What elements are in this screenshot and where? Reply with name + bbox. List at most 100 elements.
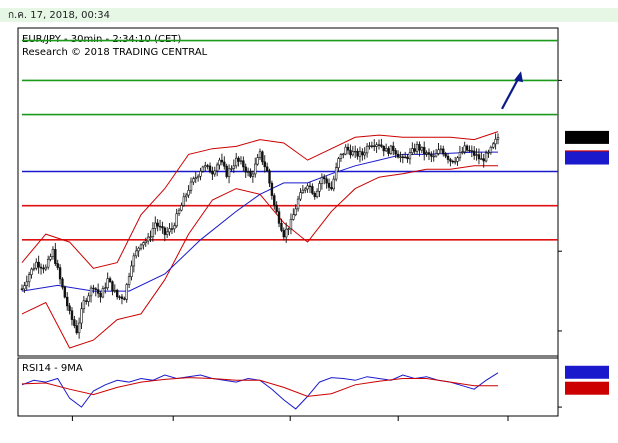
rsi-lines [21, 365, 609, 410]
candle-31 [94, 287, 97, 297]
candle-body-131 [332, 178, 335, 190]
candle-body-99 [256, 157, 259, 165]
candle-178 [444, 151, 447, 159]
candle-body-92 [239, 160, 243, 162]
rsi-title: RSI14 - 9MA [22, 363, 83, 374]
candle-body-77 [204, 165, 207, 168]
candle-130 [330, 181, 333, 191]
candle-30 [92, 284, 95, 294]
candle-180 [449, 157, 452, 167]
candle-181 [451, 159, 454, 164]
candle-133 [337, 156, 340, 172]
candle-96 [249, 168, 252, 179]
candle-62 [168, 223, 171, 236]
candle-body-167 [418, 144, 421, 151]
candle-29 [89, 285, 93, 303]
candle-body-109 [280, 223, 283, 231]
candle-152 [382, 145, 385, 157]
candle-body-128 [325, 178, 328, 184]
candle-body-170 [425, 152, 428, 154]
price-tag-bg-2 [565, 151, 609, 165]
candle-19 [66, 292, 69, 311]
candle-body-117 [299, 192, 302, 200]
candle-body-185 [461, 151, 464, 153]
candle-124 [315, 188, 319, 199]
candle-17 [61, 277, 64, 290]
candle-126 [320, 173, 324, 190]
candle-120 [306, 183, 309, 193]
candle-55 [151, 222, 155, 242]
candle-169 [423, 141, 426, 161]
rsi-tag-bg-0 [565, 365, 609, 379]
candle-1 [23, 281, 26, 293]
candle-body-166 [415, 144, 419, 152]
candle-body-159 [399, 156, 402, 158]
candle-72 [192, 176, 195, 186]
candle-129 [327, 178, 331, 192]
candle-body-78 [206, 165, 209, 167]
candle-117 [299, 188, 302, 202]
candle-body-75 [199, 171, 202, 177]
candle-179 [446, 153, 450, 164]
candle-body-61 [165, 231, 169, 235]
candle-body-110 [282, 230, 285, 238]
candle-body-51 [142, 242, 145, 246]
candle-body-180 [449, 159, 452, 162]
candle-body-45 [127, 276, 131, 285]
candle-body-87 [227, 168, 231, 177]
candle-125 [318, 180, 321, 198]
header-bar [0, 8, 618, 22]
candle-27 [85, 297, 88, 305]
candle-body-133 [337, 158, 340, 168]
candle-body-33 [99, 292, 102, 298]
candle-body-9 [42, 267, 45, 270]
candle-141 [356, 148, 359, 160]
projection-arrow-head [514, 71, 523, 83]
candle-104 [268, 168, 271, 188]
candle-97 [251, 170, 255, 183]
candle-body-108 [277, 211, 281, 224]
candle-163 [408, 148, 412, 165]
candle-body-71 [189, 181, 193, 191]
candle-111 [284, 222, 288, 244]
candle-101 [261, 150, 264, 166]
price-tag-bg-0 [565, 130, 609, 144]
candle-157 [394, 148, 397, 159]
candle-189 [470, 145, 474, 158]
candle-142 [358, 146, 362, 163]
candle-body-90 [235, 157, 238, 167]
candle-body-40 [116, 289, 119, 298]
candle-83 [218, 157, 221, 170]
candle-body-47 [132, 255, 136, 267]
candle-2 [25, 275, 28, 291]
candle-15 [56, 259, 59, 271]
candle-body-23 [75, 325, 78, 334]
candle-body-137 [346, 146, 350, 151]
candle-body-172 [430, 153, 433, 157]
candle-177 [442, 145, 445, 157]
candle-102 [263, 155, 266, 173]
candle-22 [73, 315, 76, 329]
price-candles [20, 133, 500, 339]
candle-12 [49, 253, 52, 262]
candle-body-142 [358, 151, 362, 157]
candle-body-16 [58, 267, 62, 280]
candle-132 [334, 162, 338, 182]
candle-127 [323, 174, 326, 185]
candle-body-28 [87, 295, 90, 302]
candle-24 [77, 317, 81, 339]
candle-115 [294, 204, 297, 217]
candle-40 [116, 288, 119, 300]
candle-body-116 [296, 198, 300, 210]
candle-3 [27, 271, 31, 288]
candle-body-188 [468, 149, 471, 152]
candle-body-73 [194, 177, 197, 180]
candle-body-155 [389, 145, 393, 154]
candle-116 [296, 195, 300, 212]
candle-body-107 [275, 204, 278, 212]
candle-body-35 [104, 287, 107, 289]
candle-56 [154, 216, 157, 235]
candle-67 [180, 202, 183, 212]
candle-body-81 [213, 170, 216, 175]
